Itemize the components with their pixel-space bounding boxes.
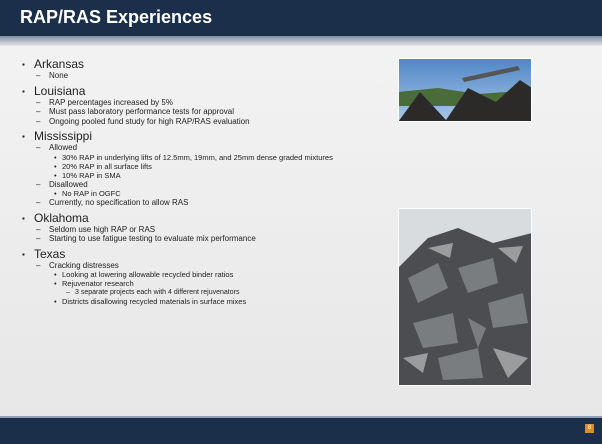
- bullet-level-2: –Cracking distresses: [22, 261, 582, 271]
- bullet-text: 30% RAP in underlying lifts of 12.5mm, 1…: [62, 153, 333, 162]
- bullet-text: Looking at lowering allowable recycled b…: [62, 270, 233, 279]
- bullet-marker: –: [36, 234, 40, 244]
- bullet-text: No RAP in OGFC: [62, 189, 121, 198]
- bullet-text: Seldom use high RAP or RAS: [49, 225, 155, 234]
- bullet-marker: •: [54, 189, 57, 198]
- bullet-marker: •: [54, 270, 57, 279]
- bullet-marker: ▪: [22, 212, 25, 225]
- header-strip: [0, 36, 602, 46]
- bullet-text: None: [49, 71, 68, 80]
- bullet-level-3: • No RAP in OGFC: [22, 189, 582, 198]
- bullet-level-2: –Seldom use high RAP or RAS: [22, 225, 582, 235]
- bullet-level-2: –Starting to use fatigue testing to eval…: [22, 234, 582, 244]
- bullet-level-3: • Districts disallowing recycled material…: [22, 297, 582, 306]
- bullet-level-3: • 10% RAP in SMA: [22, 171, 582, 180]
- bullet-marker: –: [36, 180, 40, 190]
- bullet-list: ▪Arkansas–None▪Louisiana–RAP percentages…: [22, 58, 582, 306]
- bullet-level-1: ▪ Arkansas: [22, 58, 582, 71]
- bullet-marker: –: [36, 107, 40, 117]
- bullet-text: Must pass laboratory performance tests f…: [49, 107, 234, 116]
- bullet-level-2: –None: [22, 71, 582, 81]
- bullet-marker: –: [36, 71, 40, 81]
- bullet-text: 10% RAP in SMA: [62, 171, 121, 180]
- bullet-level-2: –Allowed: [22, 143, 582, 153]
- bullet-text: Cracking distresses: [49, 261, 119, 270]
- bullet-marker: •: [54, 162, 57, 171]
- bullet-level-2: –Disallowed: [22, 180, 582, 190]
- bullet-text: Districts disallowing recycled materials…: [62, 297, 246, 306]
- bullet-level-1: ▪ Texas: [22, 248, 582, 261]
- bullet-level-3: • Looking at lowering allowable recycled …: [22, 270, 582, 279]
- bullet-marker: •: [54, 297, 57, 306]
- bullet-marker: ▪: [22, 58, 25, 71]
- bullet-level-3: • 30% RAP in underlying lifts of 12.5mm, …: [22, 153, 582, 162]
- page-number: 8: [585, 424, 594, 433]
- bullet-text: Allowed: [49, 143, 77, 152]
- bullet-marker: –: [36, 198, 40, 208]
- bullet-level-1: ▪ Louisiana: [22, 85, 582, 98]
- bullet-marker: ▪: [22, 248, 25, 261]
- bullet-text: Disallowed: [49, 180, 88, 189]
- bullet-marker: •: [54, 153, 57, 162]
- bullet-marker: •: [54, 279, 57, 288]
- bullet-text: Starting to use fatigue testing to evalu…: [49, 234, 256, 243]
- bullet-text: Texas: [34, 247, 65, 261]
- bullet-marker: ▪: [22, 85, 25, 98]
- bullet-text: RAP percentages increased by 5%: [49, 98, 173, 107]
- bullet-marker: –: [36, 261, 40, 271]
- bullet-text: Rejuvenator research: [62, 279, 134, 288]
- footer-bar: [0, 416, 602, 444]
- bullet-level-3: • Rejuvenator research: [22, 279, 582, 288]
- bullet-text: Currently, no specification to allow RAS: [49, 198, 188, 207]
- bullet-text: Ongoing pooled fund study for high RAP/R…: [49, 117, 250, 126]
- bullet-marker: –: [36, 117, 40, 127]
- bullet-level-1: ▪ Mississippi: [22, 130, 582, 143]
- bullet-text: Mississippi: [34, 129, 92, 143]
- bullet-level-4: –3 separate projects each with 4 differe…: [22, 288, 582, 297]
- bullet-level-2: –Must pass laboratory performance tests …: [22, 107, 582, 117]
- bullet-marker: –: [66, 288, 70, 297]
- bullet-text: Oklahoma: [34, 211, 89, 225]
- bullet-marker: –: [36, 143, 40, 153]
- bullet-text: Louisiana: [34, 84, 85, 98]
- bullet-marker: •: [54, 171, 57, 180]
- bullet-text: 20% RAP in all surface lifts: [62, 162, 152, 171]
- bullet-text: 3 separate projects each with 4 differen…: [75, 289, 239, 296]
- bullet-level-2: –RAP percentages increased by 5%: [22, 98, 582, 108]
- slide: RAP/RAS Experiences ▪Arkansas–None▪Louis…: [0, 0, 602, 444]
- bullet-level-3: • 20% RAP in all surface lifts: [22, 162, 582, 171]
- bullet-text: Arkansas: [34, 57, 84, 71]
- slide-title: RAP/RAS Experiences: [20, 7, 212, 28]
- bullet-level-1: ▪ Oklahoma: [22, 212, 582, 225]
- bullet-marker: –: [36, 98, 40, 108]
- bullet-level-2: –Currently, no specification to allow RA…: [22, 198, 582, 208]
- bullet-level-2: –Ongoing pooled fund study for high RAP/…: [22, 117, 582, 127]
- bullet-marker: ▪: [22, 130, 25, 143]
- bullet-marker: –: [36, 225, 40, 235]
